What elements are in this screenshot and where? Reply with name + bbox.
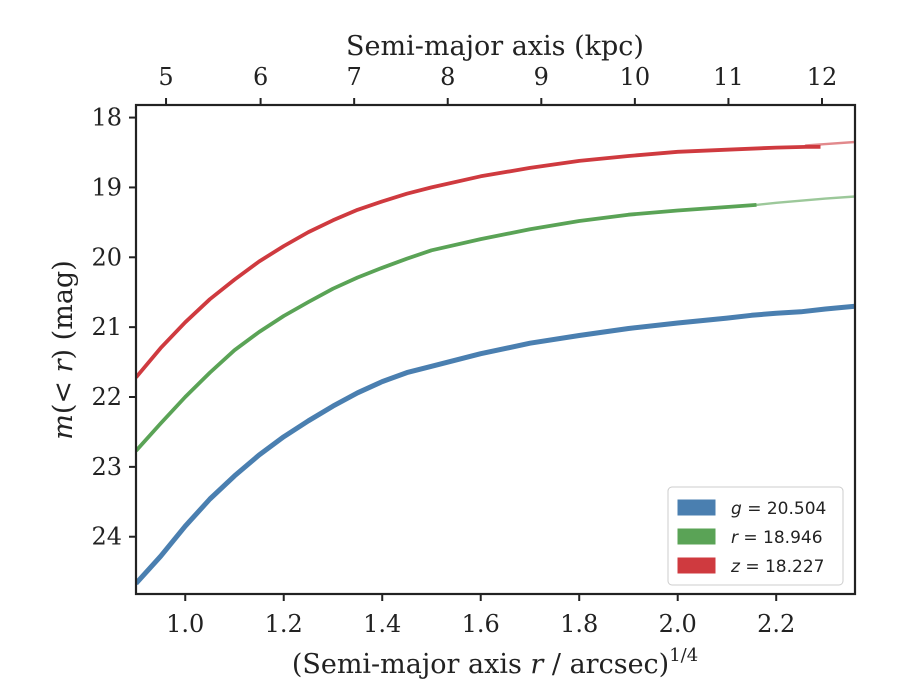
x-tick-label: 1.4 xyxy=(363,610,401,638)
legend-band-g: g xyxy=(731,499,742,519)
legend-value-z: = 18.227 xyxy=(740,557,825,577)
legend-swatch-r xyxy=(677,528,716,545)
y-tick-label: 21 xyxy=(91,313,122,341)
y-tick-label: 18 xyxy=(91,104,122,132)
top-tick-label: 5 xyxy=(158,63,173,91)
legend-label-z: z = 18.227 xyxy=(730,557,824,577)
x-axis-title-mid: / arcsec) xyxy=(543,649,669,680)
top-tick-label: 6 xyxy=(253,63,268,91)
plot-frame xyxy=(134,103,857,596)
x-tick-label: 1.0 xyxy=(166,610,204,638)
top-tick-label: 11 xyxy=(713,63,744,91)
x-tick-label: 1.8 xyxy=(560,610,598,638)
x-axis-title-var: r xyxy=(530,649,545,680)
x-tick-label: 2.2 xyxy=(757,610,795,638)
top-tick-label: 9 xyxy=(534,63,549,91)
legend-value-g: = 20.504 xyxy=(742,499,827,519)
legend-band-z: z xyxy=(730,557,741,577)
series-r-extension-line xyxy=(755,195,855,207)
y-tick-label: 20 xyxy=(91,243,122,271)
top-tick-label: 7 xyxy=(347,63,362,91)
x-axis-title-sup: 1/4 xyxy=(669,645,698,666)
y-axis-title-var2: r xyxy=(48,357,79,372)
series-z-line xyxy=(136,145,821,379)
top-tick-label: 8 xyxy=(440,63,455,91)
y-tick-label: 24 xyxy=(91,523,122,551)
y-tick-label: 23 xyxy=(91,453,122,481)
y-tick-label: 22 xyxy=(91,383,122,411)
top-tick-label: 10 xyxy=(620,63,651,91)
series-r-line xyxy=(136,203,757,453)
x-axis-title-prefix: (Semi-major axis xyxy=(292,649,531,680)
legend-swatch-g xyxy=(677,499,716,516)
x-tick-label: 1.2 xyxy=(265,610,303,638)
top-axis-ticks: 5 6 7 8 9 10 11 12 xyxy=(158,63,837,105)
y-tick-label: 19 xyxy=(91,173,122,201)
x-axis-title: (Semi-major axis r / arcsec)1/4 xyxy=(292,645,698,680)
series-z-extension-line xyxy=(804,140,855,147)
top-tick-label: 12 xyxy=(807,63,838,91)
legend-label-g: g = 20.504 xyxy=(731,499,826,519)
x-tick-label: 1.6 xyxy=(462,610,500,638)
y-axis-title-end: ) (mag) xyxy=(48,260,79,359)
legend-label-r: r = 18.946 xyxy=(731,528,823,548)
x-tick-label: 2.0 xyxy=(659,610,697,638)
legend-value-r: = 18.946 xyxy=(738,528,823,548)
series-layer xyxy=(136,140,855,586)
legend-swatch-z xyxy=(677,557,716,574)
y-axis-ticks: 18 19 20 21 22 23 24 xyxy=(91,104,136,551)
x-axis-ticks: 1.0 1.2 1.4 1.6 1.8 2.0 2.2 xyxy=(166,594,795,638)
y-axis-title: m(< r) (mag) xyxy=(48,260,79,439)
top-axis-title: Semi-major axis (kpc) xyxy=(346,31,644,62)
legend-band-r: r xyxy=(731,528,739,548)
series-g-line xyxy=(136,303,855,586)
y-axis-title-var: m xyxy=(48,414,79,440)
y-axis-title-mid: (< xyxy=(48,372,79,414)
